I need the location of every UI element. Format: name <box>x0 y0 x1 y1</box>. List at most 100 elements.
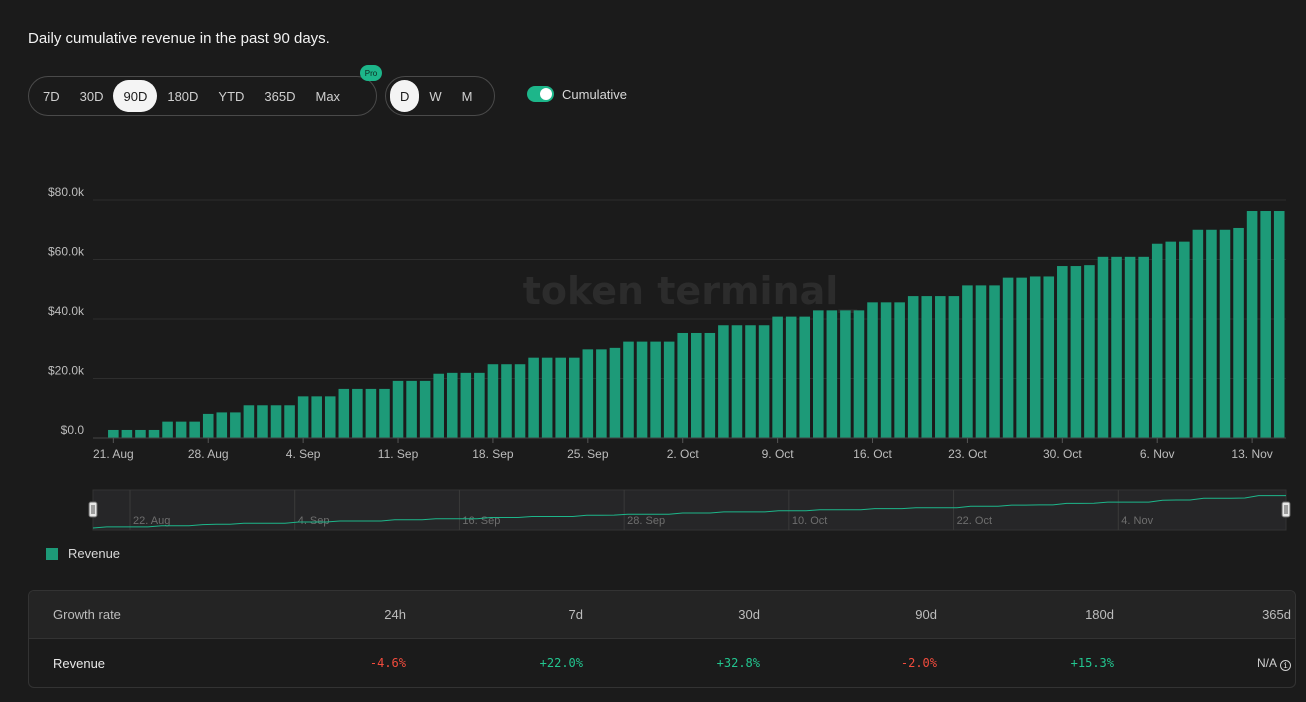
revenue-bar[interactable] <box>243 405 255 438</box>
revenue-bar[interactable] <box>175 421 187 438</box>
revenue-bar[interactable] <box>718 325 729 438</box>
revenue-bar[interactable] <box>785 316 797 438</box>
granularity-tab-w[interactable]: W <box>429 88 442 104</box>
revenue-bar[interactable] <box>501 364 512 438</box>
revenue-bar[interactable] <box>406 380 417 438</box>
revenue-bar[interactable] <box>324 396 336 438</box>
navigator-handle-right[interactable] <box>1281 501 1291 518</box>
revenue-bar[interactable] <box>1246 211 1258 438</box>
revenue-bar[interactable] <box>555 357 566 438</box>
revenue-bar[interactable] <box>1029 276 1041 438</box>
revenue-bar[interactable] <box>297 396 309 438</box>
revenue-bar[interactable] <box>135 429 146 438</box>
revenue-bar[interactable] <box>121 429 133 438</box>
revenue-bar[interactable] <box>745 325 756 438</box>
revenue-bar[interactable] <box>108 429 119 438</box>
revenue-bar[interactable] <box>568 357 580 438</box>
revenue-bar[interactable] <box>446 372 458 438</box>
revenue-bar[interactable] <box>1206 229 1217 438</box>
revenue-bar[interactable] <box>853 310 865 438</box>
revenue-bar[interactable] <box>826 310 838 438</box>
revenue-bar[interactable] <box>419 380 431 438</box>
revenue-bar[interactable] <box>1097 256 1109 438</box>
revenue-bar[interactable] <box>392 380 404 438</box>
revenue-bar[interactable] <box>894 302 905 438</box>
revenue-bar[interactable] <box>650 341 661 438</box>
revenue-bar[interactable] <box>1179 241 1190 438</box>
revenue-bar[interactable] <box>352 388 363 438</box>
revenue-bar[interactable] <box>731 325 743 438</box>
revenue-bar[interactable] <box>338 388 350 438</box>
revenue-bar[interactable] <box>813 310 824 438</box>
revenue-bar[interactable] <box>379 388 390 438</box>
revenue-bar[interactable] <box>1151 243 1163 438</box>
revenue-bar[interactable] <box>257 405 268 438</box>
range-tab-180d[interactable]: 180D <box>167 88 199 104</box>
revenue-bar[interactable] <box>162 421 173 438</box>
revenue-bar[interactable] <box>1124 256 1136 438</box>
revenue-bar[interactable] <box>1273 211 1285 438</box>
revenue-bar[interactable] <box>202 413 214 438</box>
revenue-bar[interactable] <box>989 285 1000 438</box>
revenue-bar[interactable] <box>582 349 594 438</box>
info-icon[interactable]: i <box>1280 659 1291 671</box>
revenue-bar[interactable] <box>921 296 933 438</box>
granularity-tab-d[interactable]: D <box>390 80 420 112</box>
revenue-bar[interactable] <box>1260 211 1271 438</box>
granularity-tab-m[interactable]: M <box>461 88 473 104</box>
revenue-bar[interactable] <box>1043 276 1055 438</box>
revenue-bar[interactable] <box>772 316 783 438</box>
range-tab-365d[interactable]: 365D <box>264 88 296 104</box>
revenue-bar[interactable] <box>311 396 322 438</box>
revenue-bar[interactable] <box>758 325 770 438</box>
revenue-bar[interactable] <box>528 357 539 438</box>
navigator-handle-left[interactable] <box>88 501 98 518</box>
revenue-bar[interactable] <box>514 364 526 438</box>
revenue-bar[interactable] <box>270 405 282 438</box>
revenue-bar[interactable] <box>690 332 702 438</box>
revenue-bar[interactable] <box>1233 227 1244 438</box>
revenue-bar[interactable] <box>840 310 851 438</box>
revenue-bar[interactable] <box>148 429 160 438</box>
revenue-bar[interactable] <box>189 421 200 438</box>
revenue-bar[interactable] <box>935 296 946 438</box>
range-navigator[interactable]: 22. Aug 4. Sep 16. Sep 28. Sep 10. Oct 22. Oc… <box>0 485 1306 535</box>
revenue-bar[interactable] <box>867 302 878 438</box>
revenue-bar[interactable] <box>1192 229 1204 438</box>
revenue-bar[interactable] <box>948 296 960 438</box>
revenue-bar[interactable] <box>1219 229 1231 438</box>
cumulative-toggle[interactable] <box>527 86 554 102</box>
revenue-bar[interactable] <box>216 412 228 438</box>
revenue-bar[interactable] <box>596 349 607 438</box>
revenue-bar[interactable] <box>474 372 485 438</box>
range-tab-7d[interactable]: 7D <box>43 88 60 104</box>
revenue-bar[interactable] <box>1111 256 1122 438</box>
revenue-bar[interactable] <box>907 296 919 438</box>
range-tab-ytd[interactable]: YTD <box>218 88 245 104</box>
revenue-bar[interactable] <box>1057 266 1068 438</box>
revenue-bar[interactable] <box>1165 241 1177 438</box>
revenue-bar[interactable] <box>609 347 621 438</box>
range-tab-30d[interactable]: 30D <box>79 88 104 104</box>
revenue-bar[interactable] <box>1084 265 1095 438</box>
revenue-bar[interactable] <box>365 388 377 438</box>
revenue-bar[interactable] <box>1070 266 1082 438</box>
revenue-bar[interactable] <box>1138 256 1149 438</box>
revenue-bar[interactable] <box>1002 277 1014 438</box>
revenue-bar[interactable] <box>1016 277 1027 438</box>
range-tab-max[interactable]: Max <box>315 88 341 104</box>
revenue-bar[interactable] <box>799 316 811 438</box>
revenue-bar[interactable] <box>460 372 472 438</box>
revenue-bar[interactable] <box>433 373 444 438</box>
revenue-bar[interactable] <box>704 332 716 438</box>
revenue-bar[interactable] <box>962 285 973 438</box>
revenue-bar[interactable] <box>487 364 499 438</box>
revenue-bar[interactable] <box>230 412 241 438</box>
revenue-bar[interactable] <box>636 341 648 438</box>
revenue-bar[interactable] <box>284 405 295 438</box>
revenue-bar[interactable] <box>541 357 553 438</box>
revenue-bar[interactable] <box>975 285 987 438</box>
revenue-bar[interactable] <box>677 332 689 438</box>
legend[interactable]: Revenue <box>46 546 120 561</box>
revenue-bar[interactable] <box>623 341 634 438</box>
